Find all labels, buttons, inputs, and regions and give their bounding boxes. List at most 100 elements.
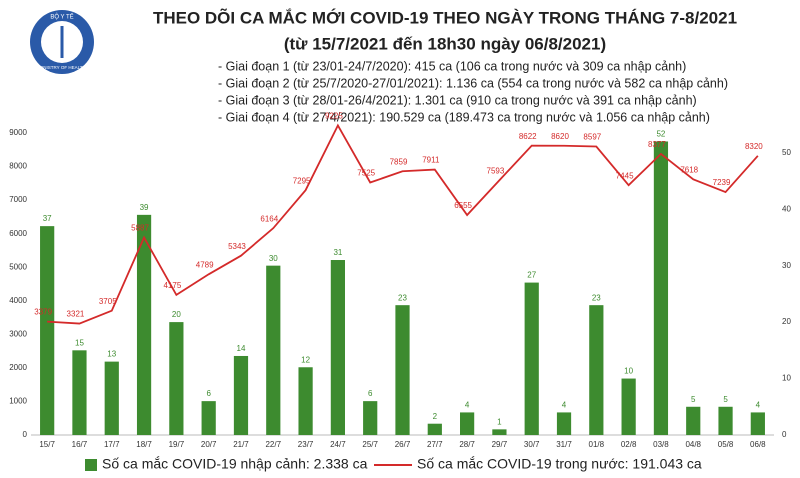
bar [589,305,604,435]
x-tick-label: 16/7 [72,440,88,449]
bar [492,429,507,435]
annotation: - Giai đoạn 4 (từ 27/4/2021): 190.529 ca… [218,110,710,124]
y-tick-label: 5000 [9,262,27,271]
chart-subtitle: (từ 15/7/2021 đến 18h30 ngày 06/8/2021) [284,34,606,53]
legend-label: Số ca mắc COVID-19 nhập cảnh: 2.338 ca [102,456,368,472]
bar [298,367,313,435]
bar [524,282,539,435]
y-tick-label: 2000 [9,363,27,372]
legend-label: Số ca mắc COVID-19 trong nước: 191.043 c… [417,456,702,472]
x-tick-label: 31/7 [556,440,572,449]
bar [750,412,765,435]
chart-title: THEO DÕI CA MẮC MỚI COVID-19 THEO NGÀY T… [153,7,737,27]
bar [686,406,701,435]
bar [136,214,152,435]
bar [621,378,636,435]
bar-value-label: 20 [172,310,181,319]
bar-value-label: 5 [691,395,696,404]
bar-value-label: 5 [723,395,728,404]
x-tick-label: 18/7 [136,440,152,449]
line-value-label: 4175 [163,281,181,290]
line-value-label: 5343 [228,242,246,251]
bar [169,322,184,435]
y2-tick-label: 30 [782,261,791,270]
bar [363,401,378,435]
x-tick-label: 05/8 [718,440,734,449]
annotation: - Giai đoạn 1 (từ 23/01-24/7/2020): 415 … [218,59,686,73]
x-tick-label: 27/7 [427,440,443,449]
bar-value-label: 6 [368,389,373,398]
bar-value-label: 14 [237,344,246,353]
bar [266,265,281,435]
bar [330,260,345,435]
y-tick-label: 9000 [9,128,27,137]
line-value-label: 3321 [67,310,85,319]
y2-tick-label: 0 [782,430,787,439]
line-value-label: 8320 [745,142,763,151]
line-value-label: 4789 [196,260,214,269]
x-tick-label: 25/7 [362,440,378,449]
bar-value-label: 4 [465,401,470,410]
line-value-label: 8620 [551,132,569,141]
line-value-label: 7445 [616,171,634,180]
annotation: - Giai đoạn 2 (từ 25/7/2020-27/01/2021):… [218,76,728,90]
y-tick-label: 4000 [9,296,27,305]
bar-value-label: 15 [75,338,84,347]
bar-value-label: 37 [43,214,52,223]
bar [718,406,733,435]
y-tick-label: 7000 [9,195,27,204]
x-tick-label: 19/7 [169,440,185,449]
y2-tick-label: 50 [782,148,791,157]
bar [556,412,572,435]
bar-value-label: 2 [433,412,438,421]
x-tick-label: 22/7 [265,440,281,449]
line-value-label: 7618 [680,165,698,174]
bar-value-label: 12 [301,355,310,364]
line-value-label: 7859 [390,157,408,166]
line-value-label: 3705 [99,297,117,306]
x-tick-label: 26/7 [395,440,411,449]
logo: BỘ Y TẾ MINISTRY OF HEALTH [30,10,94,74]
bar [233,355,249,435]
line-value-label: 6164 [260,214,278,223]
x-tick-label: 24/7 [330,440,346,449]
bar-value-label: 23 [592,293,601,302]
line [47,123,759,325]
line-value-label: 7239 [713,178,731,187]
y-tick-label: 0 [23,430,28,439]
bar [104,361,119,435]
logo-top: BỘ Y TẾ [50,14,73,21]
x-tick-label: 21/7 [233,440,249,449]
x-tick-label: 20/7 [201,440,217,449]
annotation: - Giai đoạn 3 (từ 28/01-26/4/2021): 1.30… [218,93,697,107]
x-tick-label: 06/8 [750,440,766,449]
bar-value-label: 4 [562,401,567,410]
y-tick-label: 3000 [9,329,27,338]
bar-value-label: 4 [756,401,761,410]
bar [395,305,410,435]
x-tick-label: 02/8 [621,440,637,449]
bar-value-label: 13 [107,350,116,359]
x-tick-label: 15/7 [39,440,55,449]
bar-value-label: 6 [206,389,211,398]
y-tick-label: 6000 [9,229,27,238]
y2-tick-label: 40 [782,204,791,213]
x-tick-label: 04/8 [685,440,701,449]
bar [201,401,216,435]
bar [460,412,475,435]
line-value-label: 9225 [325,112,343,121]
bar-value-label: 52 [656,130,665,139]
line-value-label: 7911 [422,156,440,165]
x-tick-label: 23/7 [298,440,314,449]
line-value-label: 8377 [648,140,666,149]
bar-value-label: 23 [398,293,407,302]
line-value-label: 5887 [131,224,149,233]
x-tick-label: 03/8 [653,440,669,449]
bar [40,226,55,435]
bar [653,141,669,435]
bar-value-label: 30 [269,254,278,263]
line-value-label: 8597 [583,133,601,142]
x-tick-label: 29/7 [492,440,508,449]
y2-tick-label: 20 [782,317,791,326]
